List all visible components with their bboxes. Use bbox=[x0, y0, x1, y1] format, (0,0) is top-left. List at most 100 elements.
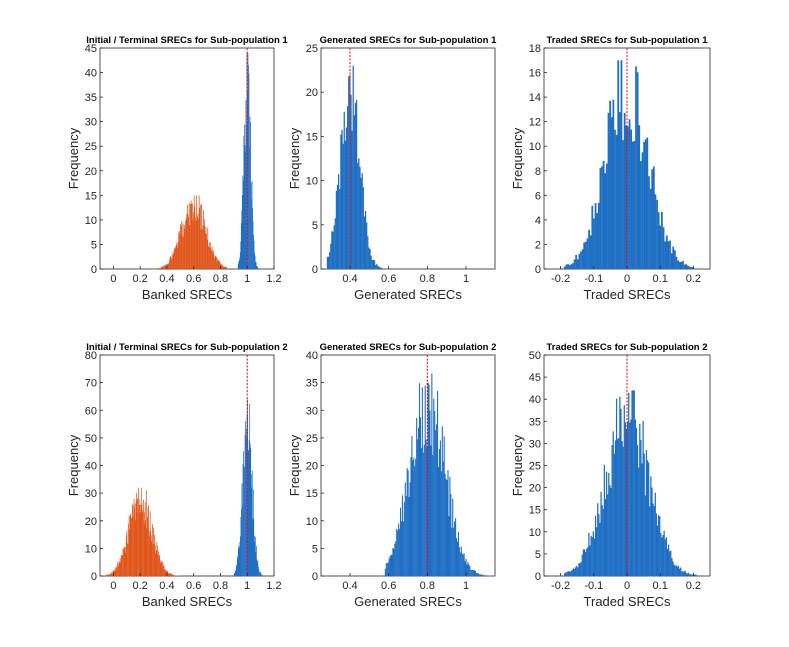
histogram-bar-generated bbox=[440, 471, 442, 576]
histogram-bar-generated bbox=[341, 129, 343, 269]
histogram-bar-terminal bbox=[259, 571, 261, 576]
histogram-bar-traded bbox=[670, 253, 673, 269]
histogram-bar-initial bbox=[211, 250, 212, 269]
histogram-bar-generated bbox=[452, 498, 454, 576]
histogram-bar-initial bbox=[203, 209, 204, 269]
histogram-bar-generated bbox=[364, 211, 367, 269]
histogram-bar-initial bbox=[115, 566, 117, 576]
histogram-bar-initial bbox=[164, 569, 165, 576]
histogram-bar-traded bbox=[686, 573, 689, 576]
histogram-bar-terminal bbox=[260, 572, 261, 576]
histogram-bar-initial bbox=[225, 267, 227, 269]
histogram-bar-generated bbox=[358, 158, 360, 269]
y-tick-label: 2 bbox=[535, 239, 541, 251]
histogram-bar-terminal bbox=[250, 474, 252, 576]
histogram-bar-generated bbox=[376, 264, 378, 269]
histogram-bar-initial bbox=[209, 242, 211, 269]
histogram-bar-terminal bbox=[255, 261, 256, 269]
histogram-bar-generated bbox=[467, 562, 469, 576]
histogram-bar-traded bbox=[633, 141, 636, 269]
histogram-bar-initial bbox=[151, 535, 153, 576]
histogram-bar-traded bbox=[676, 566, 679, 576]
histogram-bar-terminal bbox=[248, 450, 250, 576]
histogram-bar-generated bbox=[389, 556, 391, 576]
histogram-bar-generated bbox=[426, 447, 428, 576]
histogram-bar-generated bbox=[381, 268, 384, 269]
histogram-bar-initial bbox=[211, 246, 213, 269]
y-tick-label: 35 bbox=[306, 378, 318, 390]
histogram-bar-initial bbox=[214, 256, 216, 269]
histogram-bar-traded bbox=[570, 570, 572, 576]
histogram-bar-traded bbox=[589, 235, 592, 269]
histogram-bar-terminal bbox=[238, 260, 240, 269]
histogram-bar-generated bbox=[485, 575, 487, 576]
y-tick-label: 0 bbox=[535, 571, 541, 583]
histogram-bar-initial bbox=[122, 555, 123, 576]
histogram-bar-initial bbox=[188, 217, 190, 269]
histogram-bar-traded bbox=[656, 199, 658, 269]
histogram-bar-terminal bbox=[240, 536, 241, 576]
histogram-bar-traded bbox=[623, 112, 626, 270]
histogram-bar-generated bbox=[402, 521, 404, 576]
y-tick-label: 25 bbox=[306, 43, 318, 55]
histogram-bar-generated bbox=[454, 521, 456, 576]
y-tick-label: 10 bbox=[306, 516, 318, 528]
histogram-bar-traded bbox=[630, 419, 632, 576]
histogram-bar-generated bbox=[344, 140, 347, 269]
y-axis-label: Frequency bbox=[66, 434, 81, 496]
histogram-bar-terminal bbox=[247, 91, 248, 269]
histogram-bar-traded bbox=[575, 255, 578, 269]
histogram-bar-initial bbox=[142, 512, 144, 576]
histogram-bar-traded bbox=[691, 574, 693, 576]
histogram-bar-traded bbox=[620, 60, 623, 269]
histogram-bar-generated bbox=[393, 548, 395, 576]
histogram-bar-traded bbox=[586, 238, 589, 269]
histogram-bar-terminal bbox=[234, 572, 236, 576]
histogram-bar-initial bbox=[143, 523, 145, 576]
histogram-bar-traded bbox=[685, 572, 687, 576]
histogram-bar-terminal bbox=[257, 563, 258, 576]
chart-title: Generated SRECs for Sub-population 2 bbox=[320, 342, 497, 353]
histogram-bar-initial bbox=[157, 545, 158, 576]
histogram-bar-traded bbox=[567, 571, 569, 576]
histogram-bar-traded bbox=[639, 423, 641, 576]
histogram-bar-initial bbox=[105, 575, 107, 576]
histogram-bar-generated bbox=[398, 523, 400, 576]
histogram-bar-traded bbox=[572, 263, 574, 269]
histogram-bar-generated bbox=[432, 455, 434, 576]
histogram-bar-traded bbox=[669, 551, 671, 576]
histogram-bar-traded bbox=[690, 574, 692, 576]
y-tick-label: 0 bbox=[312, 264, 318, 276]
y-tick-label: 50 bbox=[529, 350, 541, 362]
histogram-bar-initial bbox=[110, 573, 112, 576]
histogram-bar-generated bbox=[476, 573, 478, 576]
histogram-bar-initial bbox=[128, 515, 130, 576]
histogram-bar-initial bbox=[178, 232, 180, 269]
histogram-bar-generated bbox=[363, 216, 366, 269]
histogram-bar-initial bbox=[170, 573, 172, 576]
histogram-bar-traded bbox=[646, 137, 649, 269]
histogram-bar-initial bbox=[191, 204, 193, 269]
histogram-bar-traded bbox=[599, 522, 601, 576]
histogram-bar-generated bbox=[484, 575, 486, 576]
histogram-bar-traded bbox=[608, 472, 610, 576]
histogram-bar-terminal bbox=[233, 573, 235, 576]
y-tick-label: 0 bbox=[312, 571, 318, 583]
histogram-bar-terminal bbox=[239, 257, 241, 269]
histogram-bar-generated bbox=[482, 575, 484, 576]
histogram-bar-traded bbox=[692, 574, 694, 576]
histogram-bar-initial bbox=[225, 267, 227, 269]
histogram-bar-terminal bbox=[253, 518, 255, 576]
histogram-bar-terminal bbox=[243, 135, 245, 269]
histogram-bar-generated bbox=[483, 575, 485, 576]
histogram-bar-generated bbox=[413, 457, 415, 576]
histogram-bar-terminal bbox=[247, 52, 249, 269]
histogram-bar-initial bbox=[196, 195, 198, 269]
y-tick-label: 40 bbox=[529, 394, 541, 406]
histogram-bar-initial bbox=[166, 264, 167, 269]
histogram-bar-generated bbox=[442, 461, 444, 576]
histogram-panel-4: 0 0.2 0.4 0.6 0.8 1 1.2 0 10 20 30 40 50 60 70 80Initia… bbox=[66, 342, 288, 609]
histogram-bar-initial bbox=[216, 256, 217, 269]
histogram-bar-traded bbox=[665, 235, 668, 269]
histogram-bar-initial bbox=[169, 573, 171, 576]
